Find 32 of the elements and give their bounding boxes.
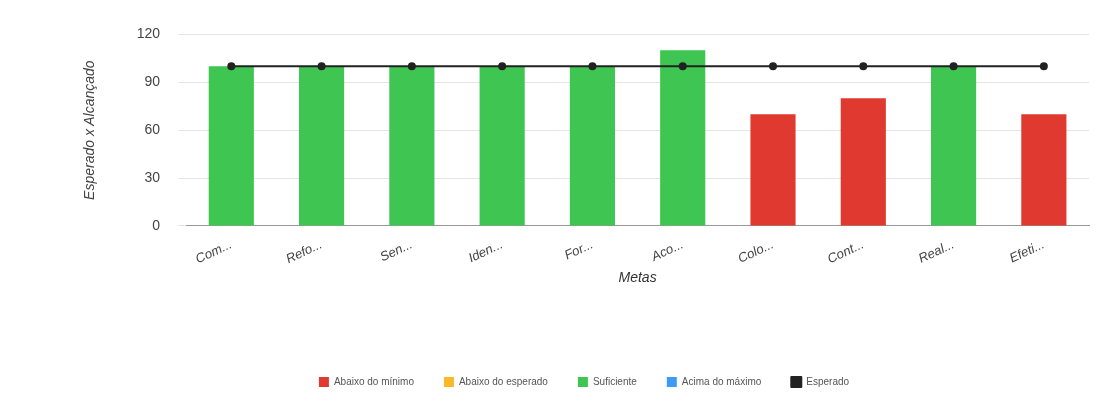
x-tick-label: Com... bbox=[193, 236, 235, 267]
x-tick-label: Iden... bbox=[465, 236, 505, 266]
y-tick-label: 30 bbox=[144, 168, 161, 185]
legend-label: Abaixo do mínimo bbox=[333, 375, 415, 387]
x-tick-label: Efeti... bbox=[1006, 236, 1047, 266]
y-axis-title: Esperado x Alcançado bbox=[81, 60, 98, 200]
bar bbox=[840, 98, 886, 226]
legend-label: Suficiente bbox=[592, 375, 638, 387]
x-tick-label: Real... bbox=[915, 236, 957, 266]
bar bbox=[389, 66, 435, 226]
legend-label: Abaixo do esperado bbox=[458, 375, 549, 387]
y-tick-label: 120 bbox=[136, 25, 161, 42]
bar bbox=[299, 66, 345, 226]
bar bbox=[1021, 114, 1067, 226]
bar bbox=[569, 66, 616, 226]
bar bbox=[750, 114, 796, 226]
x-tick-label: Cont... bbox=[825, 236, 867, 267]
y-tick-label: 90 bbox=[144, 73, 161, 90]
x-tick-label: Aco... bbox=[648, 236, 686, 265]
bar bbox=[208, 66, 254, 226]
x-tick-label: Sen... bbox=[377, 236, 415, 265]
bar bbox=[660, 50, 706, 226]
x-tick-label: For... bbox=[561, 236, 596, 263]
legend-label: Esperado bbox=[806, 375, 850, 387]
x-tick-label: Refo... bbox=[283, 236, 325, 267]
x-axis-title: Metas bbox=[618, 269, 657, 286]
bar bbox=[479, 66, 525, 226]
x-tick-label: Colo... bbox=[735, 236, 776, 266]
y-tick-label: 0 bbox=[152, 216, 161, 233]
y-tick-label: 60 bbox=[144, 121, 161, 137]
bar bbox=[931, 66, 977, 226]
legend-label: Acima do máximo bbox=[681, 375, 762, 387]
